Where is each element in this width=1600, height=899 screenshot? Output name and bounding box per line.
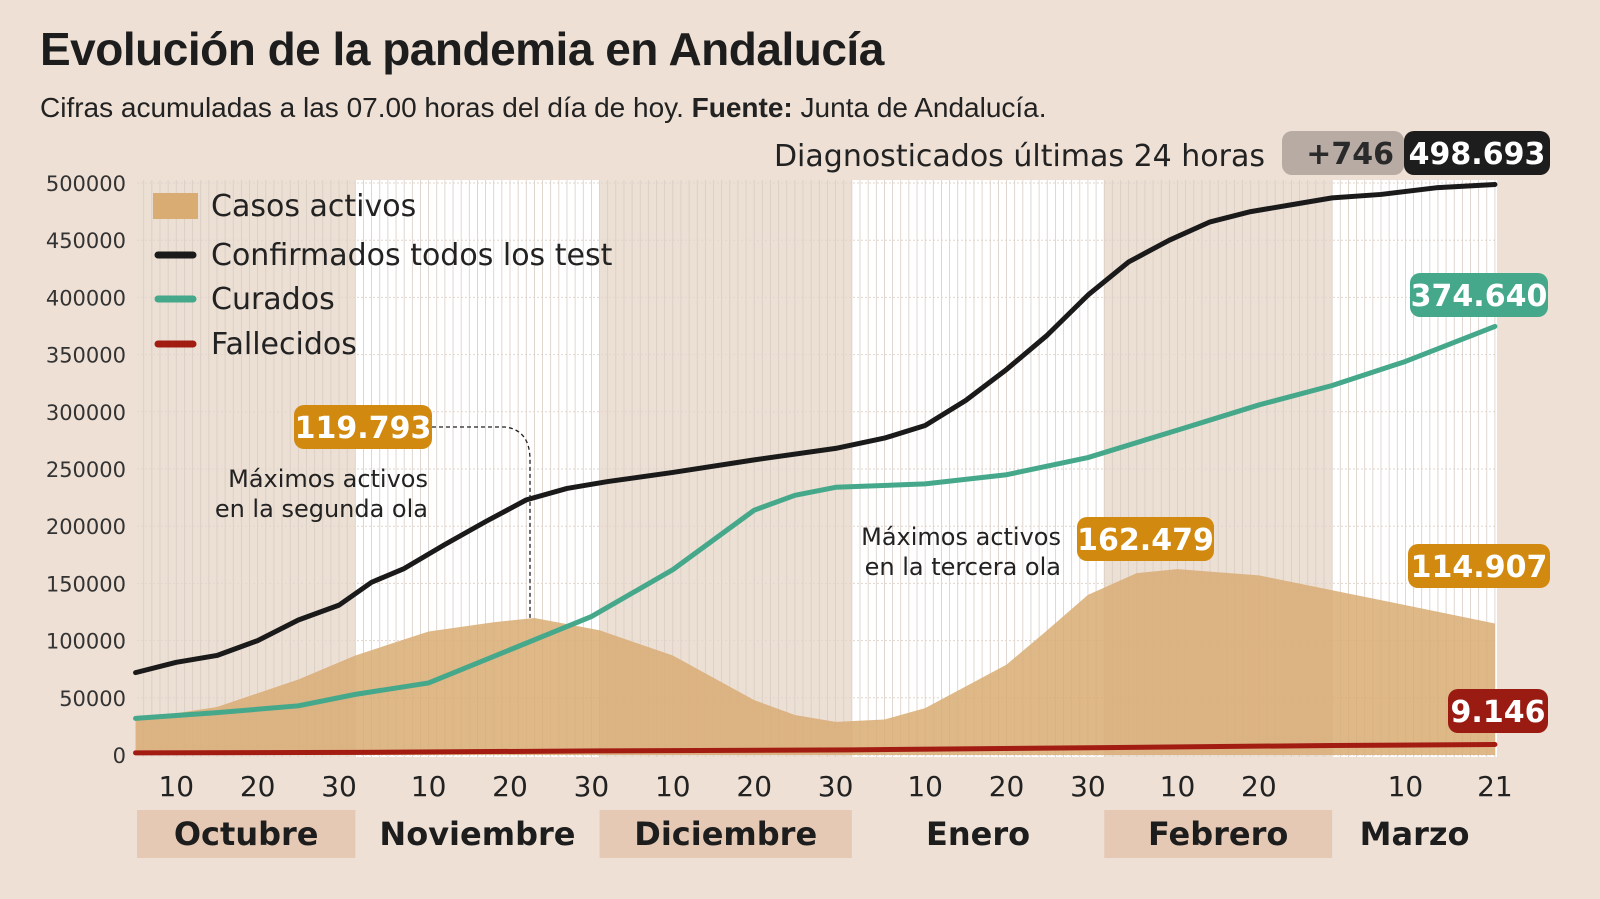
subtitle-text: Cifras acumuladas a las 07.00 horas del …	[40, 92, 692, 123]
fallecidos-end-label-box	[1448, 689, 1548, 733]
x-tick-label: 10	[655, 770, 691, 803]
activos-end-label-value: 114.907	[1411, 550, 1548, 585]
series-line-confirmados-todos-los-test	[133, 181, 1498, 676]
annotation-leader-line	[432, 426, 531, 620]
month-label: Febrero	[1148, 815, 1288, 853]
annotation-peak-third-wave-value: 162.479	[1077, 523, 1214, 558]
new-cases-caption: Diagnosticados últimas 24 horas	[774, 139, 1265, 174]
x-tick-label: 10	[1160, 770, 1196, 803]
legend-label: Casos activos	[211, 189, 416, 224]
y-tick-label: 0	[113, 744, 126, 768]
curados-end-label-value: 374.640	[1411, 279, 1548, 314]
x-tick-label: 10	[1388, 770, 1424, 803]
x-tick-label: 20	[1241, 770, 1277, 803]
annotation-text: en la segunda ola	[215, 495, 428, 523]
new-cases-value: +746	[1306, 137, 1394, 172]
month-label-bg	[599, 810, 852, 858]
y-tick-label: 350000	[46, 344, 126, 368]
x-tick-label: 30	[321, 770, 357, 803]
y-tick-label: 300000	[46, 401, 126, 425]
x-tick-label: 10	[411, 770, 447, 803]
activos-end-label-box	[1408, 544, 1550, 588]
confirmados-end-label-value: 498.693	[1409, 137, 1546, 172]
month-label-bg	[137, 810, 356, 858]
legend-swatch-area	[153, 193, 198, 219]
legend-label: Curados	[211, 282, 335, 317]
chart-subtitle: Cifras acumuladas a las 07.00 horas del …	[40, 92, 1047, 124]
month-label: Enero	[926, 815, 1030, 853]
curados-end-label-box	[1410, 273, 1548, 317]
legend-label: Confirmados todos los test	[211, 238, 613, 273]
x-tick-label: 20	[240, 770, 276, 803]
annotation-peak-second-wave-box	[294, 405, 432, 449]
x-tick-label: 20	[492, 770, 528, 803]
y-tick-label: 450000	[46, 229, 126, 253]
y-tick-label: 150000	[46, 572, 126, 596]
x-tick-label: 10	[907, 770, 943, 803]
y-tick-label: 200000	[46, 515, 126, 539]
y-tick-label: 500000	[46, 172, 126, 196]
x-tick-label: 30	[818, 770, 854, 803]
confirmados-end-label-box	[1404, 131, 1550, 175]
series-line-fallecidos	[133, 742, 1498, 756]
month-label: Noviembre	[379, 815, 575, 853]
x-tick-label: 21	[1477, 770, 1513, 803]
y-tick-label: 250000	[46, 458, 126, 482]
annotation-text: Máximos activos	[861, 523, 1061, 551]
legend-label: Fallecidos	[211, 327, 357, 362]
fallecidos-end-label-value: 9.146	[1451, 695, 1546, 730]
series-line-curados	[133, 323, 1498, 721]
annotation-peak-third-wave-box	[1077, 517, 1214, 561]
series-area-casos-activos	[135, 569, 1495, 755]
annotation-text: Máximos activos	[228, 465, 428, 493]
x-tick-label: 20	[736, 770, 772, 803]
month-label-bg	[1104, 810, 1333, 858]
x-tick-label: 20	[989, 770, 1025, 803]
x-tick-label: 30	[1070, 770, 1106, 803]
source-text: Junta de Andalucía.	[792, 92, 1047, 123]
month-label: Marzo	[1360, 815, 1470, 853]
new-cases-box	[1282, 131, 1404, 175]
x-tick-label: 10	[158, 770, 194, 803]
x-tick-label: 30	[574, 770, 610, 803]
y-tick-label: 100000	[46, 630, 126, 654]
y-tick-label: 400000	[46, 286, 126, 310]
source-label: Fuente:	[691, 92, 793, 123]
y-tick-label: 50000	[59, 687, 126, 711]
month-label: Diciembre	[634, 815, 817, 853]
annotation-peak-second-wave-value: 119.793	[295, 411, 432, 446]
annotation-text: en la tercera ola	[865, 553, 1061, 581]
chart-title: Evolución de la pandemia en Andalucía	[40, 23, 884, 75]
month-label: Octubre	[174, 815, 319, 853]
